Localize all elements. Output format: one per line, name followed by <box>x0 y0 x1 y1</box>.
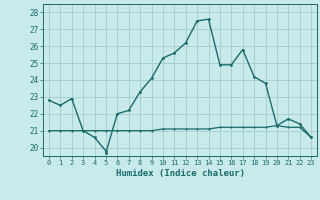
X-axis label: Humidex (Indice chaleur): Humidex (Indice chaleur) <box>116 169 244 178</box>
